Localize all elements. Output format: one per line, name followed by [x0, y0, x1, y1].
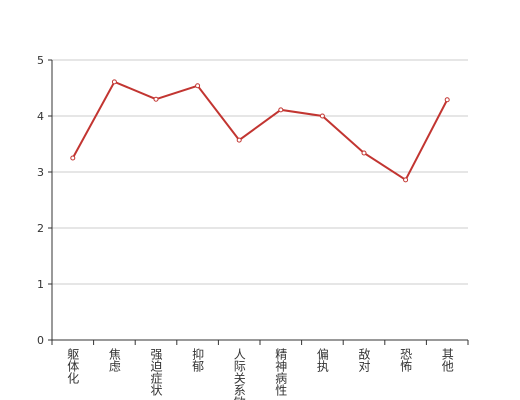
- point: [195, 83, 201, 89]
- point: [403, 177, 409, 183]
- point: [236, 137, 242, 143]
- point: [444, 97, 450, 103]
- x-tick-label: 偏执: [315, 347, 329, 373]
- y-tick-label: 4: [37, 110, 44, 123]
- y-tick-label: 1: [37, 278, 44, 291]
- x-tick-label: 抑郁: [191, 347, 205, 373]
- x-tick-label: 躯体化: [66, 347, 80, 385]
- point: [70, 155, 76, 161]
- y-tick-label: 0: [37, 334, 44, 347]
- point: [153, 96, 159, 102]
- x-tick-label: 恐怖: [399, 348, 413, 372]
- x-tick-label: 其他: [440, 348, 454, 372]
- y-tick-label: 5: [37, 54, 44, 67]
- x-tick-label: 强迫症状: [149, 348, 163, 396]
- point: [278, 107, 284, 113]
- x-tick-label: 焦虑: [107, 348, 121, 372]
- point: [319, 113, 325, 119]
- y-tick-label: 2: [37, 222, 44, 235]
- point: [361, 150, 367, 156]
- x-tick-label: 人际关系敏感: [232, 348, 246, 400]
- x-tick-label: 精神病性: [274, 348, 288, 397]
- y-tick-label: 3: [37, 166, 44, 179]
- point: [111, 79, 117, 85]
- line: [71, 80, 449, 182]
- x-tick-label: 敌对: [357, 347, 371, 372]
